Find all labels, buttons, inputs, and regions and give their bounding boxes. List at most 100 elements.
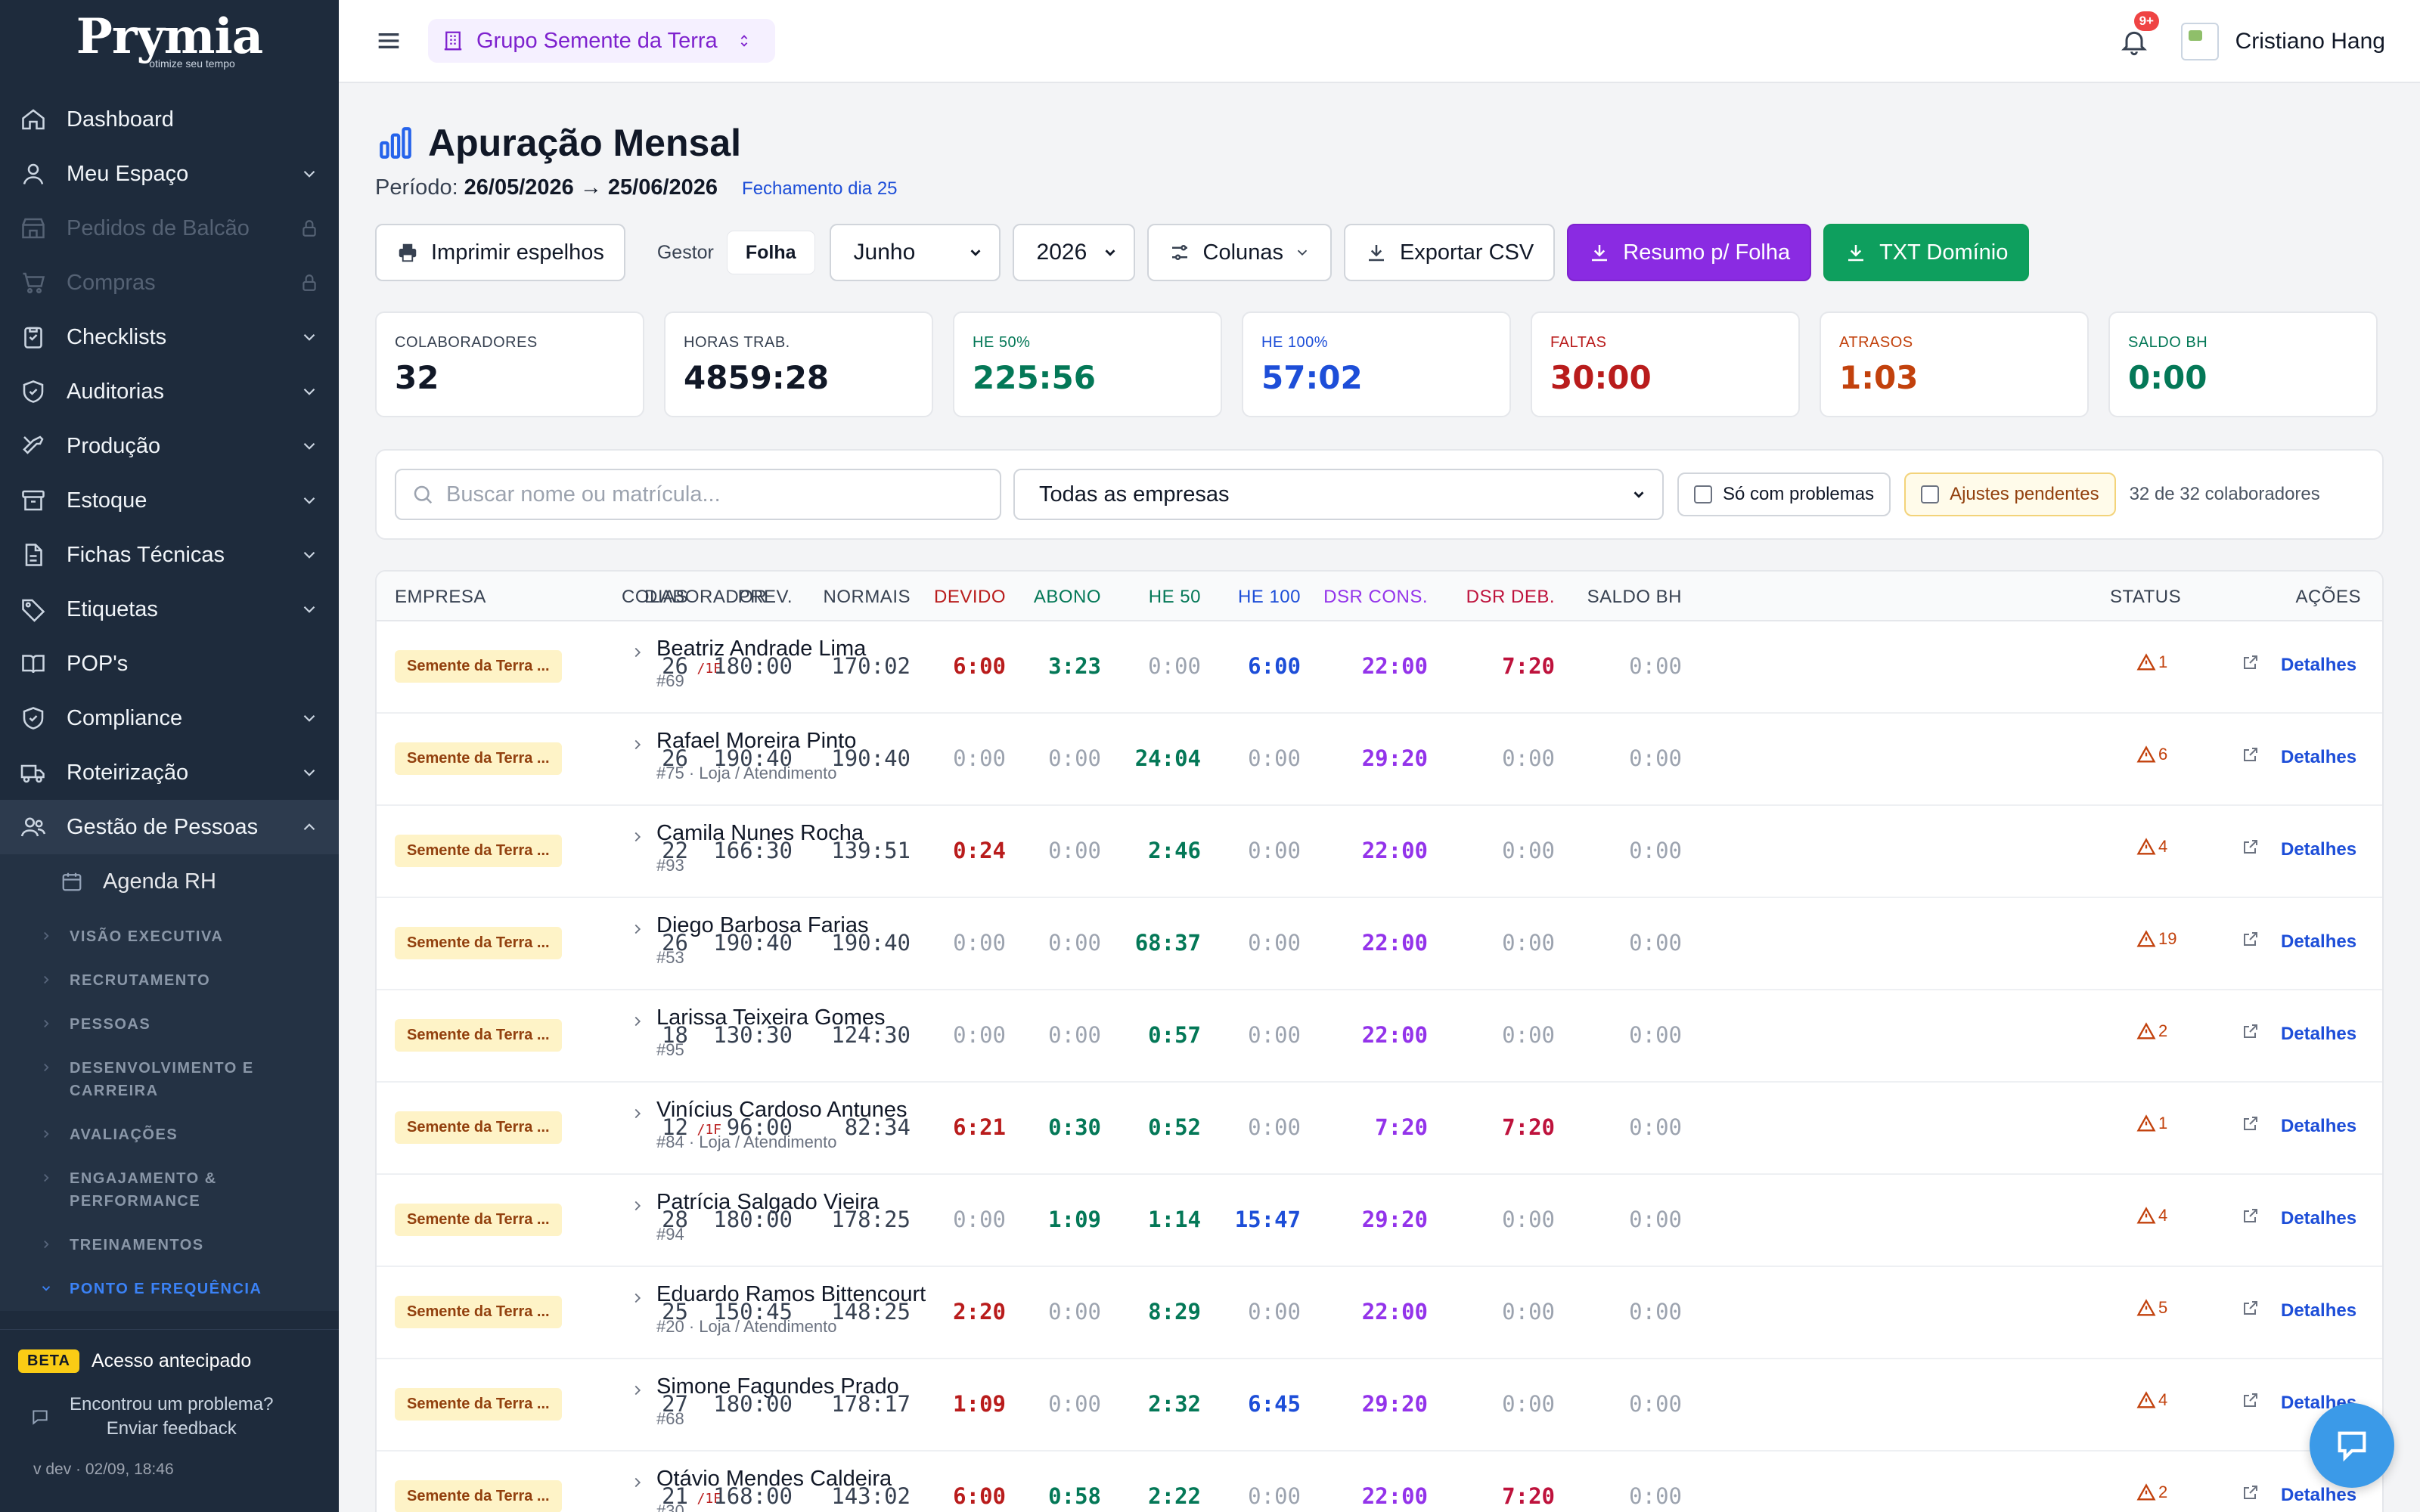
table-row[interactable]: Semente da Terra ... Eduardo Ramos Bitte… bbox=[377, 1267, 2382, 1359]
gestor-toggle[interactable]: Gestor bbox=[656, 241, 714, 263]
payroll-summary-button[interactable]: Resumo p/ Folha bbox=[1567, 224, 1812, 281]
status-warning[interactable]: 2 bbox=[2136, 1021, 2167, 1042]
col-status[interactable]: STATUS bbox=[2110, 587, 2182, 607]
folha-toggle[interactable]: Folha bbox=[727, 231, 814, 274]
company-select[interactable]: Todas as empresas bbox=[1013, 469, 1664, 520]
table-row[interactable]: Semente da Terra ... Simone Fagundes Pra… bbox=[377, 1359, 2382, 1452]
sidebar-item-roteirizacao[interactable]: Roteirização bbox=[0, 745, 339, 800]
feedback-link[interactable]: Encontrou um problema? Enviar feedback bbox=[0, 1373, 339, 1441]
table-row[interactable]: Semente da Terra ... Vinícius Cardoso An… bbox=[377, 1083, 2382, 1175]
export-csv-button[interactable]: Exportar CSV bbox=[1343, 224, 1556, 281]
brand-logo[interactable]: Prymia otimize seu tempo bbox=[0, 0, 339, 83]
details-link[interactable]: Detalhes bbox=[2281, 747, 2357, 767]
only-problems-checkbox[interactable]: Só com problemas bbox=[1677, 472, 1891, 516]
table-row[interactable]: Semente da Terra ... Larissa Teixeira Go… bbox=[377, 990, 2382, 1083]
external-link-icon[interactable] bbox=[2242, 1483, 2260, 1501]
status-warning[interactable]: 19 bbox=[2136, 928, 2176, 950]
status-warning[interactable]: 4 bbox=[2136, 836, 2167, 857]
sidebar-item-pop-s[interactable]: POP's bbox=[0, 637, 339, 691]
external-link-icon[interactable] bbox=[2242, 745, 2260, 764]
avatar[interactable] bbox=[2180, 23, 2219, 60]
chevron-right-icon[interactable] bbox=[629, 921, 646, 937]
sidebar-item-auditorias[interactable]: Auditorias bbox=[0, 364, 339, 419]
col-devido[interactable]: DEVIDO bbox=[933, 587, 1006, 607]
chevron-right-icon[interactable] bbox=[629, 736, 646, 753]
status-warning[interactable]: 1 bbox=[2136, 652, 2167, 673]
chevron-right-icon[interactable] bbox=[629, 1013, 646, 1030]
details-link[interactable]: Detalhes bbox=[2281, 1116, 2357, 1136]
year-select[interactable]: 2026 bbox=[1012, 224, 1135, 281]
col-prev[interactable]: PREV. bbox=[737, 587, 793, 607]
table-row[interactable]: Semente da Terra ... Otávio Mendes Calde… bbox=[377, 1452, 2382, 1512]
col-dias[interactable]: DIAS bbox=[644, 587, 688, 607]
col-empresa[interactable]: EMPRESA bbox=[395, 587, 486, 607]
search-input[interactable]: Buscar nome ou matrícula... bbox=[395, 469, 1001, 520]
chevron-right-icon[interactable] bbox=[629, 644, 646, 661]
month-select[interactable]: Junho bbox=[829, 224, 1001, 281]
external-link-icon[interactable] bbox=[2242, 1022, 2260, 1040]
chevron-right-icon[interactable] bbox=[629, 1382, 646, 1399]
col-dsr-deb[interactable]: DSR DEB. bbox=[1466, 587, 1555, 607]
status-warning[interactable]: 2 bbox=[2136, 1482, 2167, 1503]
sidebar-section[interactable]: RECRUTAMENTO bbox=[0, 959, 339, 1002]
col-he100[interactable]: HE 100 bbox=[1237, 587, 1301, 607]
chevron-right-icon[interactable] bbox=[629, 1198, 646, 1214]
beta-row[interactable]: BETA Acesso antecipado bbox=[0, 1330, 339, 1373]
details-link[interactable]: Detalhes bbox=[2281, 1208, 2357, 1228]
chevron-right-icon[interactable] bbox=[629, 829, 646, 845]
details-link[interactable]: Detalhes bbox=[2281, 1485, 2357, 1505]
sidebar-section[interactable]: PESSOAS bbox=[0, 1002, 339, 1046]
chevron-right-icon[interactable] bbox=[629, 1474, 646, 1491]
sidebar-item-fichas-tecnicas[interactable]: Fichas Técnicas bbox=[0, 528, 339, 582]
print-mirrors-button[interactable]: Imprimir espelhos bbox=[375, 224, 625, 281]
col-saldo-bh[interactable]: SALDO BH bbox=[1587, 587, 1682, 607]
sidebar-section[interactable]: DESENVOLVIMENTO E CARREIRA bbox=[0, 1046, 339, 1113]
details-link[interactable]: Detalhes bbox=[2281, 1300, 2357, 1321]
status-warning[interactable]: 1 bbox=[2136, 1113, 2167, 1134]
chevron-right-icon[interactable] bbox=[629, 1290, 646, 1306]
col-normais[interactable]: NORMAIS bbox=[823, 587, 911, 607]
chevron-right-icon[interactable] bbox=[629, 1105, 646, 1122]
sidebar-section[interactable]: AVALIAÇÕES bbox=[0, 1113, 339, 1157]
columns-button[interactable]: Colunas bbox=[1146, 224, 1332, 281]
chat-support-button[interactable] bbox=[2310, 1403, 2394, 1488]
sidebar-section[interactable]: VISÃO EXECUTIVA bbox=[0, 915, 339, 959]
checkbox-box[interactable] bbox=[1921, 485, 1940, 503]
checkbox-box[interactable] bbox=[1694, 485, 1712, 503]
closing-day-link[interactable]: Fechamento dia 25 bbox=[742, 178, 898, 199]
sidebar-item-gestao-de-pessoas[interactable]: Gestão de Pessoas bbox=[0, 800, 339, 854]
sidebar-item-meu-espaco[interactable]: Meu Espaço bbox=[0, 147, 339, 201]
sidebar-section[interactable]: TREINAMENTOS bbox=[0, 1223, 339, 1267]
col-he50[interactable]: HE 50 bbox=[1148, 587, 1201, 607]
user-name[interactable]: Cristiano Hang bbox=[2235, 29, 2385, 54]
external-link-icon[interactable] bbox=[2242, 838, 2260, 856]
external-link-icon[interactable] bbox=[2242, 653, 2260, 671]
txt-dominio-button[interactable]: TXT Domínio bbox=[1823, 224, 2030, 281]
col-dsr-cons[interactable]: DSR CONS. bbox=[1323, 587, 1428, 607]
external-link-icon[interactable] bbox=[2242, 1299, 2260, 1317]
details-link[interactable]: Detalhes bbox=[2281, 1024, 2357, 1044]
hamburger-menu-icon[interactable] bbox=[374, 26, 404, 56]
sidebar-item-compliance[interactable]: Compliance bbox=[0, 691, 339, 745]
sidebar-item-producao[interactable]: Produção bbox=[0, 419, 339, 473]
table-row[interactable]: Semente da Terra ... Diego Barbosa Faria… bbox=[377, 898, 2382, 990]
details-link[interactable]: Detalhes bbox=[2281, 655, 2357, 675]
sidebar-item-checklists[interactable]: Checklists bbox=[0, 310, 339, 364]
pending-adjustments-checkbox[interactable]: Ajustes pendentes bbox=[1904, 472, 2116, 516]
status-warning[interactable]: 4 bbox=[2136, 1205, 2167, 1226]
sidebar-subitem-agenda-rh[interactable]: Agenda RH bbox=[0, 854, 339, 909]
external-link-icon[interactable] bbox=[2242, 930, 2260, 948]
org-selector[interactable]: Grupo Semente da Terra bbox=[428, 19, 775, 63]
details-link[interactable]: Detalhes bbox=[2281, 931, 2357, 952]
status-warning[interactable]: 4 bbox=[2136, 1390, 2167, 1411]
table-row[interactable]: Semente da Terra ... Patrícia Salgado Vi… bbox=[377, 1175, 2382, 1267]
notifications-button[interactable]: 9+ bbox=[2119, 11, 2159, 57]
status-warning[interactable]: 6 bbox=[2136, 744, 2167, 765]
sidebar-section[interactable]: PONTO E FREQUÊNCIA bbox=[0, 1267, 339, 1311]
table-row[interactable]: Semente da Terra ... Camila Nunes Rocha … bbox=[377, 806, 2382, 898]
external-link-icon[interactable] bbox=[2242, 1114, 2260, 1132]
sidebar-section[interactable]: ENGAJAMENTO & PERFORMANCE bbox=[0, 1157, 339, 1223]
table-row[interactable]: Semente da Terra ... Rafael Moreira Pint… bbox=[377, 714, 2382, 806]
external-link-icon[interactable] bbox=[2242, 1207, 2260, 1225]
status-warning[interactable]: 5 bbox=[2136, 1297, 2167, 1318]
